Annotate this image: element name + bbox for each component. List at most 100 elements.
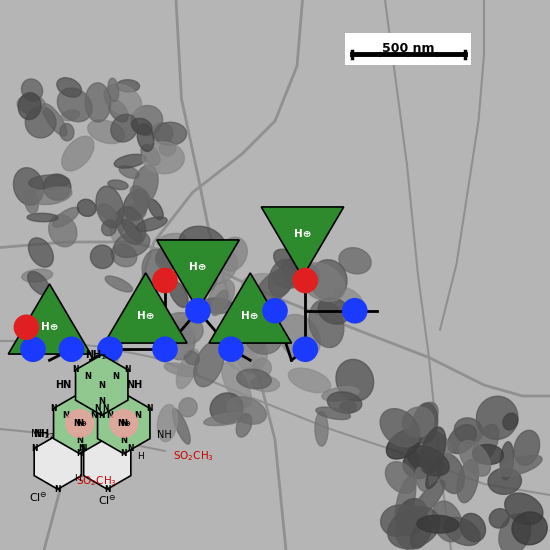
- Ellipse shape: [169, 281, 188, 307]
- Text: N: N: [103, 404, 109, 413]
- Circle shape: [21, 337, 45, 361]
- Ellipse shape: [310, 260, 347, 300]
- Ellipse shape: [339, 248, 371, 274]
- Ellipse shape: [426, 458, 443, 488]
- Text: N: N: [135, 411, 142, 420]
- Text: NH: NH: [157, 430, 172, 439]
- Ellipse shape: [251, 376, 279, 392]
- Ellipse shape: [29, 238, 53, 267]
- Ellipse shape: [43, 174, 71, 200]
- Ellipse shape: [117, 80, 140, 92]
- Ellipse shape: [108, 78, 119, 101]
- Ellipse shape: [420, 427, 446, 474]
- Text: NH$_2$: NH$_2$: [85, 348, 107, 362]
- Ellipse shape: [85, 83, 111, 122]
- Ellipse shape: [334, 288, 366, 323]
- Circle shape: [263, 299, 287, 323]
- Ellipse shape: [152, 123, 173, 144]
- Ellipse shape: [98, 204, 117, 221]
- Circle shape: [293, 337, 317, 361]
- Text: N: N: [98, 397, 105, 406]
- Text: H⊕: H⊕: [294, 229, 311, 239]
- Ellipse shape: [381, 505, 416, 536]
- Ellipse shape: [29, 175, 69, 189]
- Ellipse shape: [141, 145, 160, 166]
- Ellipse shape: [395, 524, 415, 550]
- Ellipse shape: [204, 412, 249, 426]
- Ellipse shape: [104, 84, 142, 115]
- Ellipse shape: [25, 107, 56, 138]
- Ellipse shape: [227, 397, 266, 424]
- Ellipse shape: [110, 212, 123, 241]
- Ellipse shape: [236, 414, 252, 437]
- Ellipse shape: [448, 425, 476, 454]
- Text: N⊕: N⊕: [117, 419, 131, 428]
- Ellipse shape: [169, 244, 183, 265]
- Ellipse shape: [96, 186, 124, 228]
- Ellipse shape: [413, 403, 438, 443]
- Ellipse shape: [236, 369, 271, 389]
- Ellipse shape: [454, 418, 483, 443]
- Ellipse shape: [108, 180, 128, 190]
- Ellipse shape: [179, 398, 197, 417]
- Ellipse shape: [148, 199, 163, 219]
- Ellipse shape: [274, 249, 313, 281]
- Ellipse shape: [108, 100, 128, 122]
- Ellipse shape: [222, 362, 251, 407]
- Ellipse shape: [27, 213, 58, 222]
- Ellipse shape: [142, 142, 184, 174]
- Polygon shape: [261, 207, 344, 277]
- Text: SO$_2$CH$_3$: SO$_2$CH$_3$: [173, 449, 214, 464]
- Ellipse shape: [137, 124, 154, 151]
- Circle shape: [153, 337, 177, 361]
- Ellipse shape: [432, 501, 463, 542]
- Ellipse shape: [130, 186, 151, 208]
- Ellipse shape: [415, 468, 428, 491]
- Ellipse shape: [411, 403, 438, 437]
- Ellipse shape: [417, 515, 459, 533]
- Ellipse shape: [244, 318, 283, 354]
- Text: H: H: [137, 452, 144, 461]
- Ellipse shape: [105, 276, 133, 292]
- Circle shape: [98, 337, 122, 361]
- Ellipse shape: [190, 240, 208, 257]
- Ellipse shape: [457, 460, 478, 503]
- Ellipse shape: [514, 430, 540, 465]
- Text: N: N: [120, 419, 127, 428]
- Ellipse shape: [90, 245, 114, 268]
- Ellipse shape: [268, 260, 295, 296]
- Ellipse shape: [339, 401, 356, 414]
- Text: 500 nm: 500 nm: [382, 42, 435, 56]
- Ellipse shape: [136, 217, 167, 232]
- Ellipse shape: [336, 359, 373, 401]
- Ellipse shape: [240, 325, 266, 353]
- Text: N: N: [147, 404, 153, 413]
- Ellipse shape: [25, 190, 39, 213]
- Ellipse shape: [498, 455, 542, 476]
- Ellipse shape: [114, 154, 146, 168]
- Ellipse shape: [18, 92, 41, 119]
- Ellipse shape: [309, 300, 344, 348]
- Polygon shape: [157, 240, 239, 310]
- Text: N: N: [98, 381, 105, 389]
- FancyBboxPatch shape: [345, 33, 471, 65]
- Ellipse shape: [102, 220, 117, 236]
- Ellipse shape: [156, 252, 173, 270]
- Polygon shape: [209, 273, 292, 343]
- Text: N: N: [128, 444, 134, 453]
- Text: N: N: [80, 444, 87, 453]
- Ellipse shape: [315, 412, 328, 446]
- Text: N: N: [120, 449, 127, 458]
- Ellipse shape: [169, 317, 194, 358]
- Circle shape: [293, 268, 317, 293]
- Ellipse shape: [156, 242, 185, 270]
- Ellipse shape: [60, 124, 74, 141]
- Text: Cl$^{⊖}$: Cl$^{⊖}$: [98, 494, 117, 507]
- Ellipse shape: [62, 110, 80, 120]
- Text: N: N: [76, 436, 83, 444]
- Ellipse shape: [173, 409, 190, 444]
- Text: H: H: [74, 474, 80, 483]
- Ellipse shape: [505, 493, 543, 525]
- Ellipse shape: [157, 233, 186, 247]
- Ellipse shape: [476, 396, 518, 439]
